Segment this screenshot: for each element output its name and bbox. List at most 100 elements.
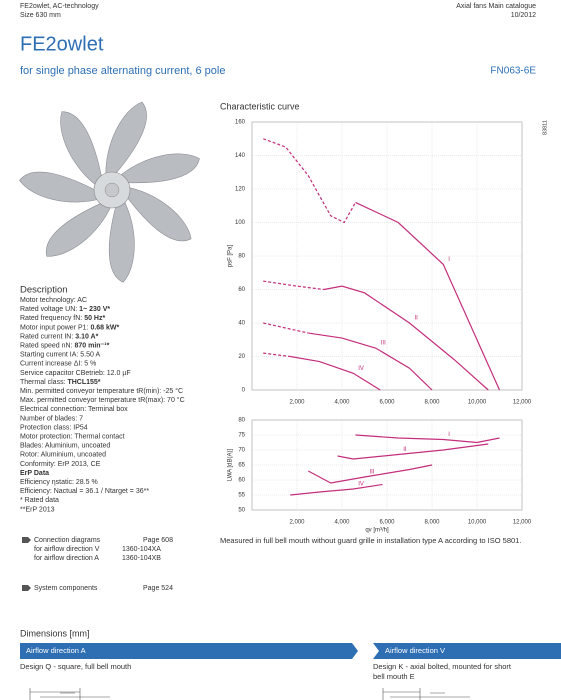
description-line: Efficiency: Nactual = 36.1 / Ntarget = 3… <box>20 488 149 495</box>
y-tick-label: 65 <box>238 463 245 469</box>
y-tick-label: 140 <box>235 153 246 159</box>
line-text: Current increase ΔI: 5 % <box>20 361 96 368</box>
x-tick-label: 4,000 <box>334 400 350 406</box>
y-tick-label: 60 <box>238 287 245 293</box>
line-text: Rotor: Aluminium, uncoated <box>20 452 106 459</box>
y-tick-label: 55 <box>238 493 245 499</box>
y-tick-label: 60 <box>238 478 245 484</box>
y-axis-label: LWA [dB(A)] <box>228 448 234 481</box>
bar-a <box>20 643 358 659</box>
design-q: Design Q - square, full bell mouth <box>20 662 131 671</box>
fan-blade <box>117 153 200 184</box>
series-label: III <box>381 341 386 347</box>
dimensions-title: Dimensions [mm] <box>20 628 90 638</box>
description-line: ErP Data <box>20 470 49 477</box>
line-text: Rated current IN: <box>20 333 75 340</box>
subtitle: for single phase alternating current, 6 … <box>20 65 225 77</box>
series-label: IV <box>358 482 364 488</box>
line-bold: ErP Data <box>20 470 49 477</box>
x-tick-label: 6,000 <box>379 400 395 406</box>
description-title: Description <box>20 285 68 296</box>
y-tick-label: 50 <box>238 508 245 514</box>
series-label: III <box>370 470 375 476</box>
x-tick-label: 2,000 <box>289 400 305 406</box>
fan-blade <box>105 101 147 179</box>
line-text: Motor technology: AC <box>20 297 87 304</box>
curve-dashed <box>263 138 357 224</box>
airflow-a: Airflow direction A <box>26 646 86 655</box>
x-tick-label: 10,000 <box>468 400 487 406</box>
y-tick-label: 75 <box>238 433 245 439</box>
x-tick-label: 8,000 <box>424 520 440 526</box>
link-row: 1360-104XB <box>122 555 161 562</box>
line-text: Efficiency ηstatic: 28.5 % <box>20 479 98 486</box>
fan-hub-center <box>104 182 120 198</box>
chart-code: 83811 <box>542 120 548 135</box>
link-icon <box>22 537 31 543</box>
description-line: **ErP 2013 <box>20 506 55 513</box>
description-line: Rated speed nN: 870 min⁻¹* <box>20 342 110 349</box>
link-row: for airflow direction V <box>34 546 100 553</box>
design-k: Design K - axial bolted, mounted for sho… <box>373 662 512 671</box>
y-tick-label: 80 <box>238 254 245 260</box>
line-text: **ErP 2013 <box>20 506 55 513</box>
x-tick-label: 4,000 <box>334 520 350 526</box>
link-page: Page 608 <box>143 537 173 544</box>
airflow-v: Airflow direction V <box>385 646 445 655</box>
line-text: Motor input power P1: <box>20 324 90 331</box>
fan-blade <box>123 186 192 242</box>
curve-solid <box>290 355 381 391</box>
x-tick-label: 12,000 <box>513 520 532 526</box>
product-code: FN063-6E <box>490 66 536 77</box>
description-line: Motor technology: AC <box>20 297 87 304</box>
line-text: Protection class: IP54 <box>20 424 88 431</box>
design-k: bell mouth E <box>373 672 415 681</box>
fan-blade <box>46 200 113 257</box>
description-line: Blades: Aluminium, uncoated <box>20 442 110 449</box>
description-line: Starting current IA: 5.50 A <box>20 351 100 358</box>
curve-solid <box>323 285 489 391</box>
line-bold: 0.68 kW* <box>90 324 119 331</box>
curve-solid <box>355 201 501 391</box>
link-label: Connection diagrams <box>34 537 101 544</box>
fan-blade <box>108 197 135 283</box>
y-tick-label: 20 <box>238 354 245 360</box>
link-row: for airflow direction A <box>34 555 99 562</box>
y-tick-label: 80 <box>238 418 245 424</box>
fan-image <box>19 101 200 283</box>
chart-title: Characteristic curve <box>220 101 300 111</box>
fan-blade <box>60 111 103 188</box>
y-tick-label: 70 <box>238 448 245 454</box>
y-tick-label: 160 <box>235 120 246 126</box>
curve-solid <box>290 483 383 496</box>
curve-dashed <box>263 352 291 358</box>
description-line: Conformity: ErP 2013, CE <box>20 461 101 468</box>
link-label: System components <box>34 585 98 592</box>
header-right: Axial fans Main catalogue <box>456 3 536 10</box>
line-text: Rated speed nN: <box>20 342 74 349</box>
curve-solid <box>307 464 433 484</box>
line-text: * Rated data <box>20 497 59 504</box>
description-line: Rated current IN: 3.10 A* <box>20 333 99 340</box>
series-label: II <box>403 447 407 453</box>
y-tick-label: 0 <box>242 388 246 394</box>
x-tick-label: 8,000 <box>424 400 440 406</box>
series-label: IV <box>358 366 364 372</box>
x-tick-label: 10,000 <box>468 520 487 526</box>
description-line: Electrical connection: Terminal box <box>20 406 128 413</box>
description-line: Current increase ΔI: 5 % <box>20 361 96 368</box>
curve-dashed <box>263 322 309 334</box>
description-line: Thermal class: THCL155* <box>20 379 101 386</box>
line-text: Efficiency: Nactual = 36.1 / Ntarget = 3… <box>20 488 149 495</box>
line-text: Number of blades: 7 <box>20 415 83 422</box>
bar-v <box>373 643 561 659</box>
description-line: Rated voltage UN: 1~ 230 V* <box>20 306 110 313</box>
series-label: I <box>448 257 450 263</box>
description-line: Max. permitted conveyor temperature tR(m… <box>20 396 185 404</box>
line-text: Rated frequency fN: <box>20 315 84 322</box>
links: Connection diagrams Page 608 for airflow d… <box>22 537 173 592</box>
line-text: Min. permitted conveyor temperature tR(m… <box>20 387 183 395</box>
description-line: * Rated data <box>20 497 59 504</box>
line-text: Rated voltage UN: <box>20 306 79 313</box>
description-line: Rated frequency fN: 50 Hz* <box>20 315 105 322</box>
